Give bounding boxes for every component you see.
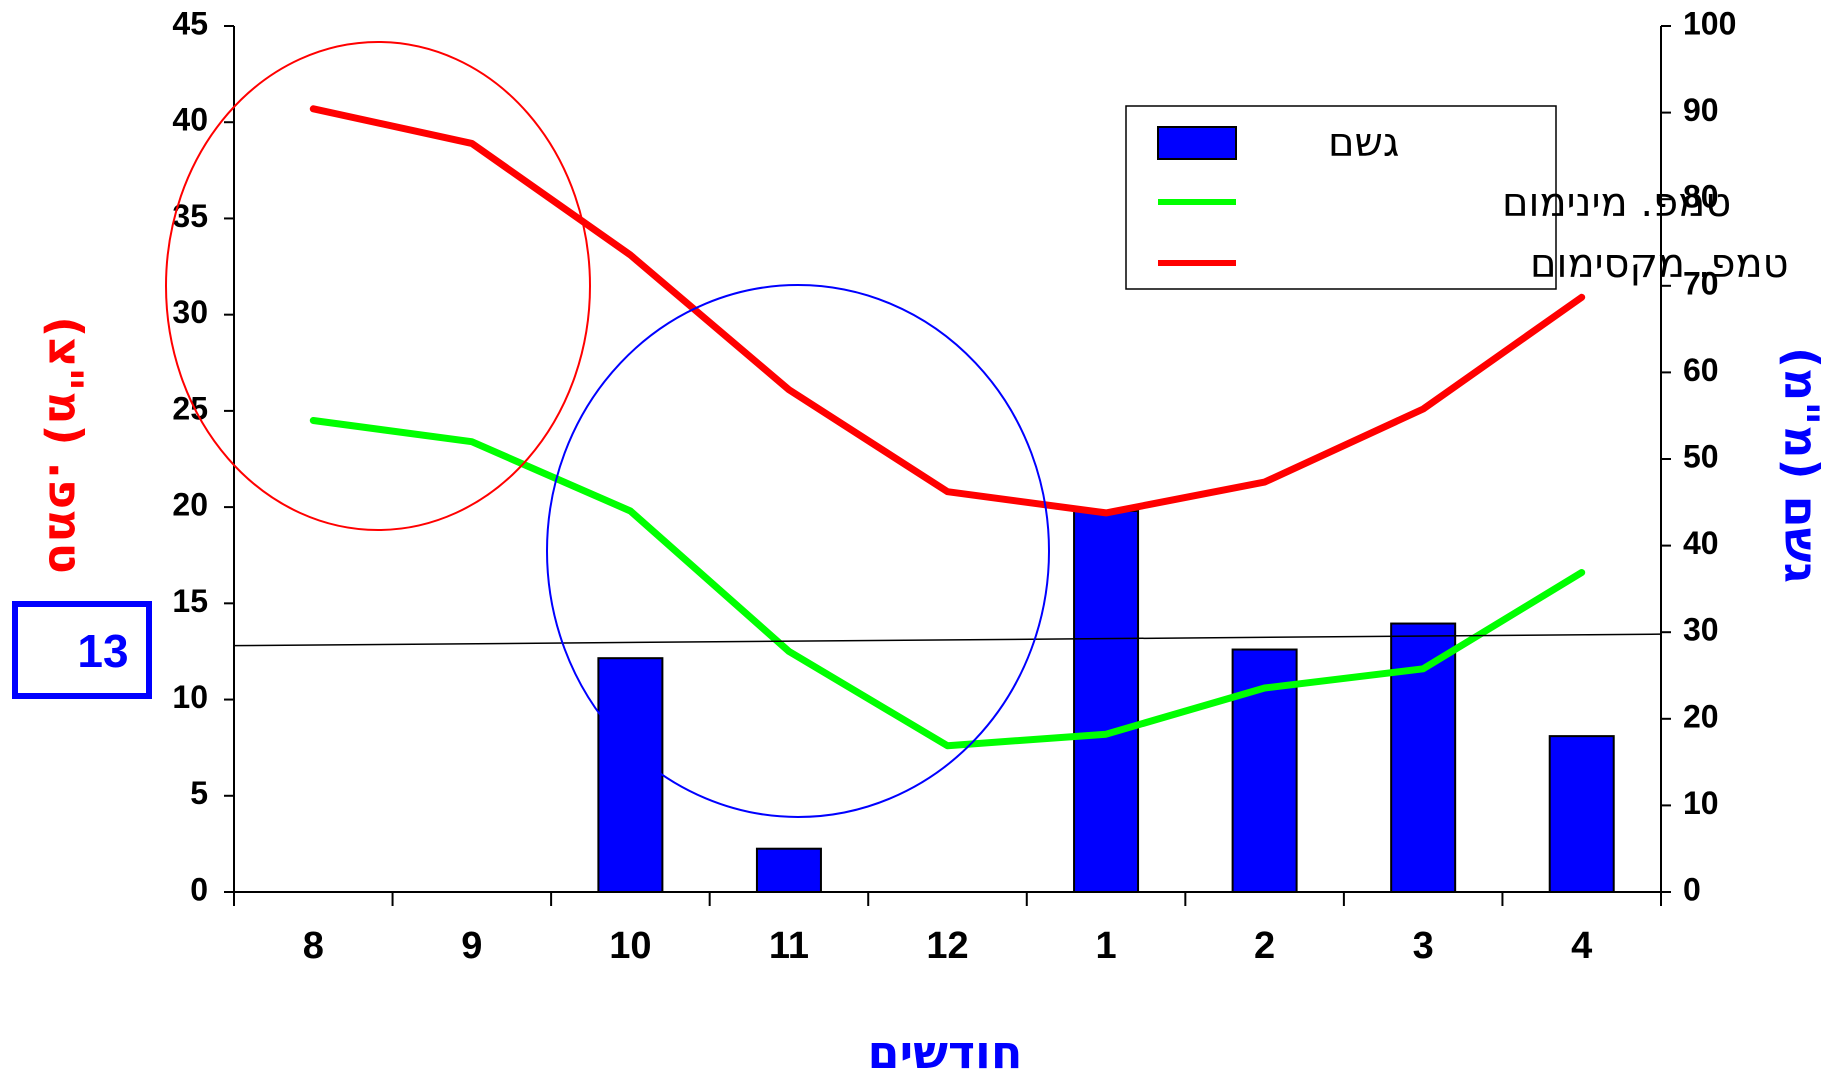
x-tick-label: 2: [1254, 925, 1275, 967]
bar-3: [1390, 622, 1457, 893]
x-tick-label: 12: [926, 925, 968, 967]
min-temp-line: [309, 417, 1586, 750]
y-left-axis-title: טמפ. (מ"צ): [39, 316, 93, 574]
x-tick-label: 1: [1095, 925, 1116, 967]
highlight-ellipse-red: [165, 41, 591, 531]
max-temp-line: [309, 105, 1586, 517]
x-tick-label: 9: [461, 925, 482, 967]
y-right-tick-label: 20: [1683, 698, 1719, 734]
y-right-axis-title: גשם (מ"מ): [1775, 347, 1829, 583]
threshold-box-frame: [12, 601, 152, 699]
bar-1: [1073, 509, 1140, 893]
y-right-tick-label: 10: [1683, 785, 1719, 821]
y-right-tick-label: 100: [1683, 5, 1736, 41]
legend: גשם טמפ. מינימום טמפ. מקסימום: [1125, 105, 1789, 290]
reference-line: [233, 633, 1662, 647]
x-tick-label: 8: [303, 925, 324, 967]
legend-label-min-temp: טמפ. מינימום: [1502, 180, 1731, 226]
y-right-tick-label: 0: [1683, 871, 1701, 907]
y-left-tick-label: 20: [172, 487, 208, 523]
y-left-tick-label: 15: [172, 583, 208, 619]
y-right-tick-label: 40: [1683, 525, 1719, 561]
y-right-tick-label: 30: [1683, 612, 1719, 648]
y-left-tick-label: 10: [172, 679, 208, 715]
x-axis-title: חודשים: [868, 1025, 1023, 1071]
y-left-tick-label: 45: [172, 5, 208, 41]
x-tick-label: 3: [1413, 925, 1434, 967]
x-tick-label: 10: [609, 925, 651, 967]
bar-4: [1548, 735, 1615, 893]
y-right-tick-label: 90: [1683, 92, 1719, 128]
highlight-ellipse-blue: [546, 284, 1050, 818]
y-right-tick-label: 70: [1683, 265, 1719, 301]
legend-swatch-rain: [1157, 126, 1237, 160]
y-left-tick-label: 40: [172, 102, 208, 138]
x-tick-label: 4: [1571, 925, 1592, 967]
threshold-box-value: 13: [77, 625, 128, 677]
y-left-tick-label: 5: [190, 775, 208, 811]
y-left-tick-label: 0: [190, 871, 208, 907]
y-right-tick-label: 60: [1683, 352, 1719, 388]
x-tick-label: 11: [769, 925, 809, 967]
y-left-tick-label: 25: [172, 390, 208, 426]
y-left-tick-label: 30: [172, 294, 208, 330]
bar-10: [597, 657, 664, 893]
temperature-lines: [309, 105, 1586, 750]
bar-11: [755, 847, 822, 894]
threshold-box: 13: [12, 601, 152, 699]
axes: 0510152025303540450102030405060708090100…: [172, 5, 1736, 967]
legend-label-max-temp: טמפ. מקסימום: [1530, 241, 1789, 287]
y-right-tick-label: 80: [1683, 179, 1719, 215]
y-right-tick-label: 50: [1683, 438, 1719, 474]
rain-bars: [597, 509, 1615, 894]
legend-label-rain: גשם: [1328, 120, 1399, 166]
